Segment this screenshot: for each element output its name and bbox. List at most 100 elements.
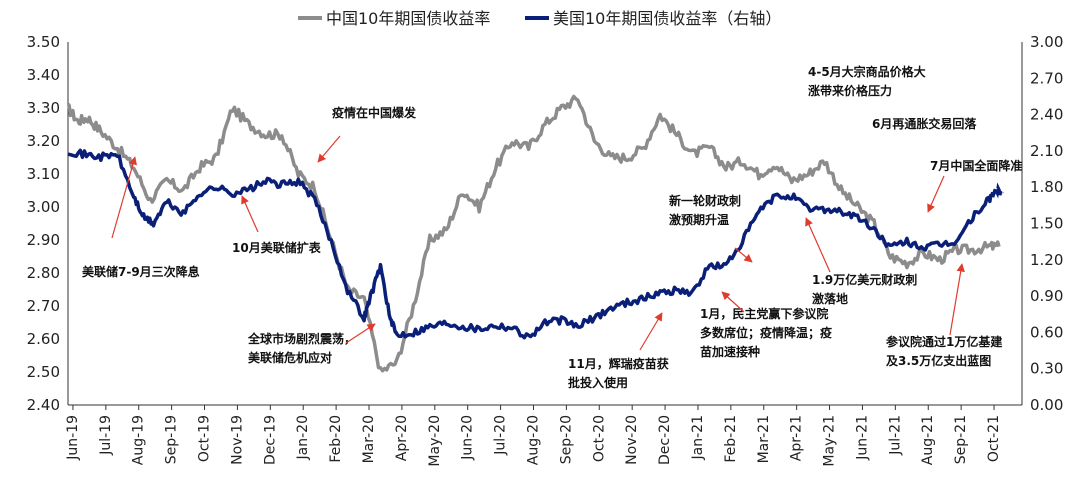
annotation: 美联储7-9月三次降息: [82, 156, 200, 279]
right-tick-label: 0.30: [1030, 360, 1063, 378]
x-tick-label: Jun-19: [65, 415, 81, 461]
series-line-china-10y: [66, 94, 1001, 373]
annotation-text: 激预期升温: [669, 212, 729, 227]
left-tick-label: 2.60: [27, 330, 60, 348]
series-line-us-10y: [67, 148, 994, 340]
x-tick-label: May-21: [822, 415, 838, 467]
left-tick-label: 2.40: [27, 396, 60, 414]
annotation-text: 苗加速接种: [700, 344, 760, 359]
right-tick-label: 2.70: [1030, 69, 1063, 87]
annotation-text: 新一轮财政刺: [669, 193, 741, 208]
annotation-text: 美联储危机应对: [248, 350, 332, 365]
right-tick-label: 0.60: [1030, 323, 1063, 341]
x-tick-label: Jul-19: [98, 415, 114, 456]
watermark-logo-icon: [1006, 455, 1026, 475]
watermark-text: 格隆汇: [1030, 458, 1069, 474]
right-tick-label: 3.00: [1030, 33, 1063, 51]
annotation-text: 1月，民主党赢下参议院: [700, 306, 828, 321]
x-tick-label: Aug-20: [525, 415, 541, 465]
annotation-arrow: [734, 247, 753, 263]
annotation: 疫情在中国爆发: [317, 105, 417, 163]
x-tick-label: Aug-21: [920, 415, 936, 465]
x-tick-label: Dec-20: [657, 415, 673, 465]
x-tick-label: Sep-20: [558, 415, 574, 464]
annotation-text: 6月再通胀交易回落: [872, 116, 977, 131]
series-line-us-10y-dashed-tail: [989, 180, 1004, 199]
x-tick-label: Jan-20: [295, 415, 311, 460]
right-tick-label: 0.00: [1030, 396, 1063, 414]
right-tick-label: 2.40: [1030, 106, 1063, 124]
x-tick-label: Jul-21: [887, 415, 903, 456]
annotation-text: 疫情在中国爆发: [332, 105, 417, 120]
left-tick-label: 2.70: [27, 297, 60, 315]
legend: 中国10年期国债收益率 美国10年期国债收益率（右轴）: [298, 9, 781, 28]
annotation-text: 4-5月大宗商品价格大: [808, 64, 926, 79]
annotation-text: 多数席位；疫情降温；疫: [700, 325, 832, 340]
right-tick-label: 1.20: [1030, 251, 1063, 269]
annotation: 6月再通胀交易回落: [872, 116, 977, 131]
annotation-text: 及3.5万亿支出蓝图: [886, 353, 991, 368]
right-axis-ticks: 0.00 0.30 0.60 0.90 1.20 1.50 1.80 2.10 2.40 2.70…: [1030, 33, 1063, 414]
annotation-arrow: [805, 217, 831, 273]
left-tick-label: 3.50: [27, 33, 60, 51]
right-tick-label: 1.50: [1030, 215, 1063, 233]
x-tick-label: Jun-20: [460, 415, 476, 461]
left-tick-label: 2.80: [27, 264, 60, 282]
x-tick-label: Oct-20: [591, 415, 607, 462]
annotation-text: 涨带来价格压力: [808, 83, 892, 98]
x-tick-label: Jan-21: [690, 415, 706, 460]
x-tick-label: Dec-19: [262, 415, 278, 465]
annotation-arrow: [949, 263, 965, 336]
annotation-arrow: [317, 135, 341, 163]
x-axis-ticks: Jun-19 Jul-19 Aug-19 Sep-19 Oct-19 Nov-19 Dec-…: [65, 405, 1002, 467]
x-tick-label: Aug-19: [131, 415, 147, 465]
x-tick-label: Oct-21: [986, 415, 1002, 462]
legend-label-china: 中国10年期国债收益率: [326, 9, 490, 28]
annotation-text: 批投入使用: [568, 375, 628, 390]
x-tick-label: Sep-21: [953, 415, 969, 464]
annotation-text: 10月美联储扩表: [232, 240, 322, 255]
annotation-text: 美联储7-9月三次降息: [82, 264, 200, 279]
x-tick-label: May-20: [427, 415, 443, 467]
x-tick-label: Nov-20: [624, 415, 640, 465]
watermark: 格隆汇: [1006, 455, 1069, 475]
left-tick-label: 3.40: [27, 66, 60, 84]
annotation-text: 1.9万亿美元财政刺: [812, 272, 917, 287]
annotation: 全球市场剧烈震荡， 美联储危机应对: [247, 323, 376, 365]
annotation-arrow: [721, 291, 745, 313]
x-tick-label: Nov-19: [229, 415, 245, 465]
left-tick-label: 2.50: [27, 363, 60, 381]
left-tick-label: 3.10: [27, 165, 60, 183]
annotation-arrow: [927, 175, 945, 213]
right-tick-label: 0.90: [1030, 287, 1063, 305]
x-tick-label: Apr-21: [789, 415, 805, 461]
left-tick-label: 3.00: [27, 198, 60, 216]
x-tick-label: Feb-21: [723, 415, 739, 463]
x-tick-label: Jul-20: [493, 415, 509, 456]
annotation: 7月中国全面降准: [927, 158, 1022, 213]
x-tick-label: Oct-19: [197, 415, 213, 462]
annotation: 10月美联储扩表: [232, 195, 322, 255]
annotation-arrow: [639, 312, 663, 351]
annotation-text: 激落地: [812, 291, 848, 306]
annotation-text: 参议院通过1万亿基建: [886, 334, 1003, 349]
left-tick-label: 3.30: [27, 99, 60, 117]
x-tick-label: Mar-20: [361, 415, 377, 463]
annotation-text: 11月，辉瑞疫苗获: [568, 356, 669, 371]
left-axis-ticks: 2.40 2.50 2.60 2.70 2.80 2.90 3.00 3.10 3.20 3.30…: [27, 33, 60, 414]
legend-label-us: 美国10年期国债收益率（右轴）: [553, 9, 781, 28]
left-tick-label: 2.90: [27, 231, 60, 249]
x-tick-label: Sep-19: [164, 415, 180, 464]
right-tick-label: 1.80: [1030, 178, 1063, 196]
annotation-arrow: [241, 195, 259, 233]
x-tick-label: Apr-20: [394, 415, 410, 461]
annotation-text: 7月中国全面降准: [930, 158, 1022, 173]
right-tick-label: 2.10: [1030, 142, 1063, 160]
